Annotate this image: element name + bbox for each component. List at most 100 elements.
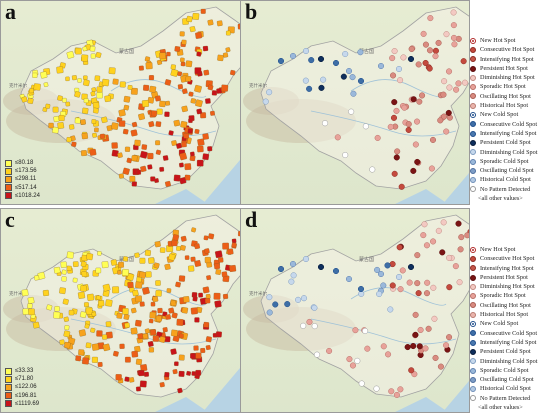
station-symbol (131, 121, 138, 128)
station-symbol (75, 355, 82, 362)
legend-swatch (470, 102, 476, 109)
legend-swatch (470, 293, 476, 300)
legend-swatch (470, 358, 476, 365)
station-symbol (450, 34, 458, 41)
station-symbol (85, 307, 93, 315)
station-symbol (159, 247, 166, 253)
station-symbol (34, 275, 40, 281)
station-symbol (130, 129, 138, 137)
station-symbol (441, 78, 448, 85)
legend-swatch (470, 330, 476, 337)
station-symbol (342, 151, 349, 159)
legend-label: Oscillating Hot Spot (480, 301, 531, 309)
station-symbol (135, 319, 142, 327)
station-symbol (445, 109, 452, 116)
station-symbol (369, 166, 376, 173)
legend-item: New Cold Spot (470, 110, 537, 119)
station-symbol (58, 115, 65, 121)
station-symbol (96, 92, 103, 99)
station-symbol (442, 342, 450, 349)
station-symbol (80, 150, 87, 157)
station-symbol (66, 51, 75, 59)
legend-item: ≤122.06 (5, 383, 39, 391)
station-symbol (108, 67, 116, 75)
station-symbol (164, 79, 172, 86)
station-symbol (225, 47, 231, 53)
station-symbol (123, 104, 130, 111)
station-symbol (412, 311, 419, 318)
station-symbol (221, 271, 228, 278)
station-symbol (306, 318, 313, 325)
station-symbol (313, 351, 321, 358)
station-symbol (195, 99, 203, 108)
station-symbol (406, 279, 413, 286)
station-symbol (56, 66, 64, 74)
station-symbol (42, 107, 48, 112)
station-symbol (66, 137, 72, 143)
station-symbol (352, 327, 359, 334)
legend-label: Consecutive Cold Spot (480, 120, 538, 128)
station-symbol (125, 356, 131, 363)
station-symbol (29, 88, 34, 94)
station-symbol (430, 238, 437, 245)
station-symbol (197, 138, 205, 146)
legend-swatch (470, 65, 476, 72)
station-symbol (138, 113, 145, 121)
quantile-legend-a: ≤80.18 ≤173.56 ≤298.11 ≤517.14 ≤1018.24 (5, 159, 40, 200)
station-symbol (408, 367, 415, 374)
station-symbol (200, 8, 206, 14)
station-symbol (302, 255, 310, 263)
legend-swatch (470, 56, 476, 63)
station-symbol (152, 296, 159, 303)
legend-item: ≤1119.69 (5, 400, 39, 408)
station-symbol (104, 95, 112, 103)
station-symbol (130, 307, 137, 314)
station-symbol (332, 59, 340, 67)
station-symbol (394, 148, 401, 155)
station-symbol (218, 257, 224, 263)
station-symbol (21, 289, 29, 297)
river (70, 110, 217, 137)
legend-label: Intensifying Cold Spot (480, 338, 537, 346)
legend-label: Intensifying Hot Spot (480, 55, 534, 63)
station-symbol (266, 309, 273, 316)
station-symbol (159, 52, 166, 60)
station-symbol (89, 45, 96, 52)
station-symbol (173, 174, 181, 182)
station-symbol (142, 333, 149, 340)
station-symbol (272, 301, 279, 308)
station-symbol (195, 369, 202, 376)
station-symbol (148, 121, 155, 128)
station-symbol (194, 317, 200, 323)
legend-label: New Cold Spot (480, 320, 519, 328)
station-symbol (62, 97, 67, 103)
station-symbol (124, 146, 131, 152)
legend-item: Diminishing Hot Spot (470, 73, 537, 82)
station-symbol (155, 149, 162, 155)
legend-item: ≤71.80 (5, 375, 39, 383)
legend-item: ≤80.18 (5, 159, 40, 167)
station-symbol (393, 107, 400, 114)
station-symbol (262, 98, 269, 105)
station-symbol (156, 108, 163, 115)
station-symbol (111, 122, 119, 130)
legend-item: Persistent Hot Spot (470, 273, 537, 282)
station-symbol (377, 270, 385, 278)
station-symbol (155, 290, 162, 297)
station-symbol (61, 276, 67, 282)
station-symbol (154, 95, 161, 102)
station-symbol (159, 336, 166, 343)
station-symbol (410, 96, 417, 103)
station-symbol (407, 263, 415, 271)
station-symbol (342, 50, 349, 58)
station-symbol (91, 343, 100, 351)
legend-item: Intensifying Cold Spot (470, 129, 537, 138)
station-symbol (170, 64, 176, 70)
station-symbol (439, 249, 446, 256)
legend-swatch (470, 130, 476, 137)
station-symbol (429, 136, 437, 143)
legend-label: Consecutive Cold Spot (480, 329, 538, 337)
legend-label: New Hot Spot (480, 37, 516, 44)
station-symbol (119, 343, 125, 349)
station-symbol (145, 271, 152, 278)
